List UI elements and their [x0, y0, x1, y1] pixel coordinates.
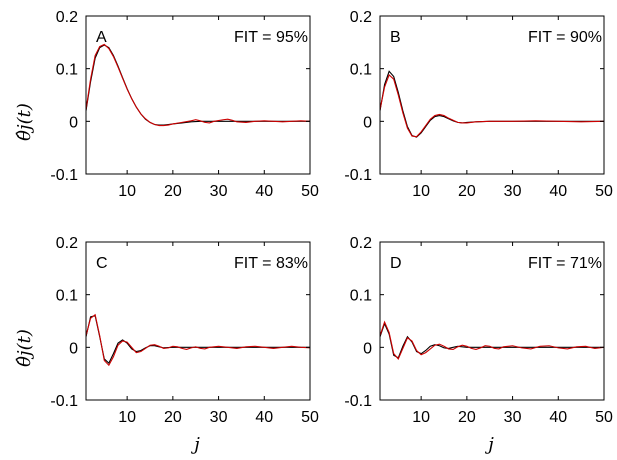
panel-letter: A	[96, 29, 107, 46]
series-line-red	[380, 74, 604, 138]
series-line-black	[86, 44, 310, 126]
plot-frame	[85, 241, 311, 401]
series-line-black	[380, 322, 604, 359]
y-tick-label: 0.2	[350, 235, 372, 252]
plot-frame	[379, 241, 605, 401]
panel-d: 10 20 30 40 50 -0.1 0 0.1 0.2 D FIT = 71%	[344, 235, 613, 426]
y-tick-label: 0.1	[350, 288, 372, 305]
y-tick-label: -0.1	[50, 167, 78, 184]
x-tick-label: 20	[458, 409, 476, 426]
x-tick-label: 50	[301, 409, 319, 426]
x-tick-label: 40	[549, 183, 567, 200]
fit-label: FIT = 90%	[528, 29, 602, 46]
panel-a: 10 20 30 40 50 -0.1 0 0.1 0.2 A FIT = 95%	[50, 9, 319, 200]
y-axis-label-bottom: θ̂j(t)	[14, 329, 35, 367]
x-tick-label: 50	[595, 409, 613, 426]
x-tick-label: 20	[458, 183, 476, 200]
x-tick-label: 30	[210, 183, 228, 200]
x-tick-label: 40	[255, 409, 273, 426]
y-tick-label: 0	[69, 340, 78, 357]
series-line-red	[86, 43, 310, 127]
panel-letter: C	[96, 255, 108, 272]
series-line-red	[86, 313, 310, 367]
y-tick-label: 0.2	[350, 9, 372, 26]
x-tick-label: 40	[549, 409, 567, 426]
series-line-red	[380, 320, 604, 360]
x-tick-label: 10	[412, 409, 430, 426]
y-tick-label: -0.1	[344, 167, 372, 184]
panel-c: 10 20 30 40 50 -0.1 0 0.1 0.2 C FIT = 83%	[50, 235, 319, 426]
x-tick-label: 20	[164, 183, 182, 200]
x-tick-label: 50	[595, 183, 613, 200]
panel-b: 10 20 30 40 50 -0.1 0 0.1 0.2 B FIT = 90%	[344, 9, 613, 200]
ylabel-bottom: θ̂j(t)	[14, 329, 35, 367]
y-tick-label: 0.2	[56, 9, 78, 26]
y-tick-label: -0.1	[50, 393, 78, 410]
x-axis-label-left: j	[190, 434, 200, 455]
y-tick-label: 0.1	[350, 62, 372, 79]
x-tick-label: 30	[504, 183, 522, 200]
fit-label: FIT = 95%	[234, 29, 308, 46]
x-tick-label: 20	[164, 409, 182, 426]
panel-letter: D	[390, 255, 402, 272]
series-line-black	[86, 315, 310, 365]
x-tick-label: 40	[255, 183, 273, 200]
y-tick-label: 0	[69, 114, 78, 131]
y-tick-label: -0.1	[344, 393, 372, 410]
x-tick-label: 50	[301, 183, 319, 200]
x-axis-label-right: j	[484, 434, 494, 455]
x-tick-label: 30	[504, 409, 522, 426]
y-tick-label: 0	[363, 114, 372, 131]
x-tick-label: 10	[118, 183, 136, 200]
x-tick-label: 10	[118, 409, 136, 426]
panel-letter: B	[390, 29, 401, 46]
series-line-black	[380, 70, 604, 138]
plot-frame	[379, 15, 605, 175]
panels-layer: 10 20 30 40 50 -0.1 0 0.1 0.2 A FIT = 95% 10 20 30 40 5…	[50, 9, 613, 426]
y-tick-label: 0.1	[56, 288, 78, 305]
x-tick-label: 30	[210, 409, 228, 426]
fit-label: FIT = 71%	[528, 255, 602, 272]
x-tick-label: 10	[412, 183, 430, 200]
y-axis-label-top: θ̂j(t)	[14, 103, 35, 141]
fit-label: FIT = 83%	[234, 255, 308, 272]
y-tick-label: 0	[363, 340, 372, 357]
y-tick-label: 0.1	[56, 62, 78, 79]
y-tick-label: 0.2	[56, 235, 78, 252]
ylabel-top: θ̂j(t)	[14, 103, 35, 141]
plot-frame	[85, 15, 311, 175]
